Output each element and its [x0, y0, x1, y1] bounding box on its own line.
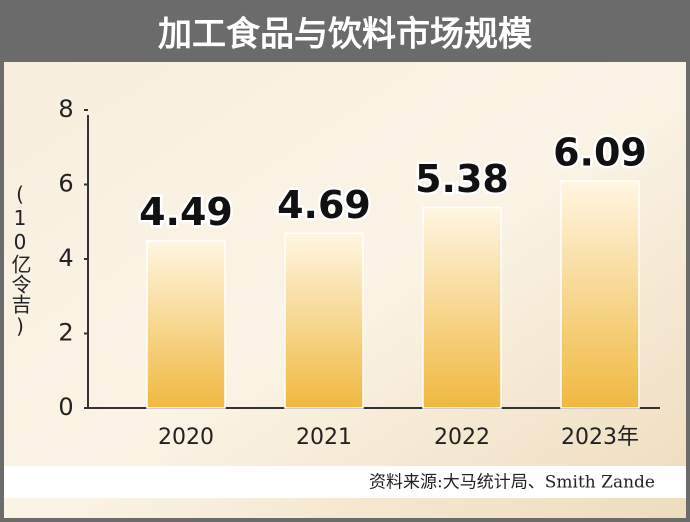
value-label: 4.49 — [139, 190, 233, 234]
x-tick-label: 2022 — [434, 425, 490, 450]
bar — [146, 239, 226, 409]
value-label: 6.09 — [553, 131, 647, 175]
y-tick-label: 0 — [58, 393, 73, 421]
x-tick-label: 2021 — [296, 425, 352, 450]
bar — [560, 180, 640, 409]
y-tick-label: 2 — [58, 319, 73, 347]
x-tick-label: 2023年 — [561, 425, 639, 450]
x-tick-label: 2020 — [158, 425, 214, 450]
source-box — [4, 466, 686, 498]
bar — [422, 206, 502, 409]
bar — [284, 232, 364, 409]
value-label: 4.69 — [277, 183, 371, 227]
value-label: 5.38 — [415, 157, 509, 201]
y-tick-label: 6 — [58, 170, 73, 198]
source: 资料来源:大马统计局、Smith Zande — [369, 473, 655, 493]
chart-title: 加工食品与饮料市场规模 — [158, 15, 532, 55]
y-tick-label: 8 — [58, 95, 73, 123]
y-axis-label: (10亿令吉) — [8, 182, 32, 338]
y-tick-label: 4 — [58, 244, 73, 272]
